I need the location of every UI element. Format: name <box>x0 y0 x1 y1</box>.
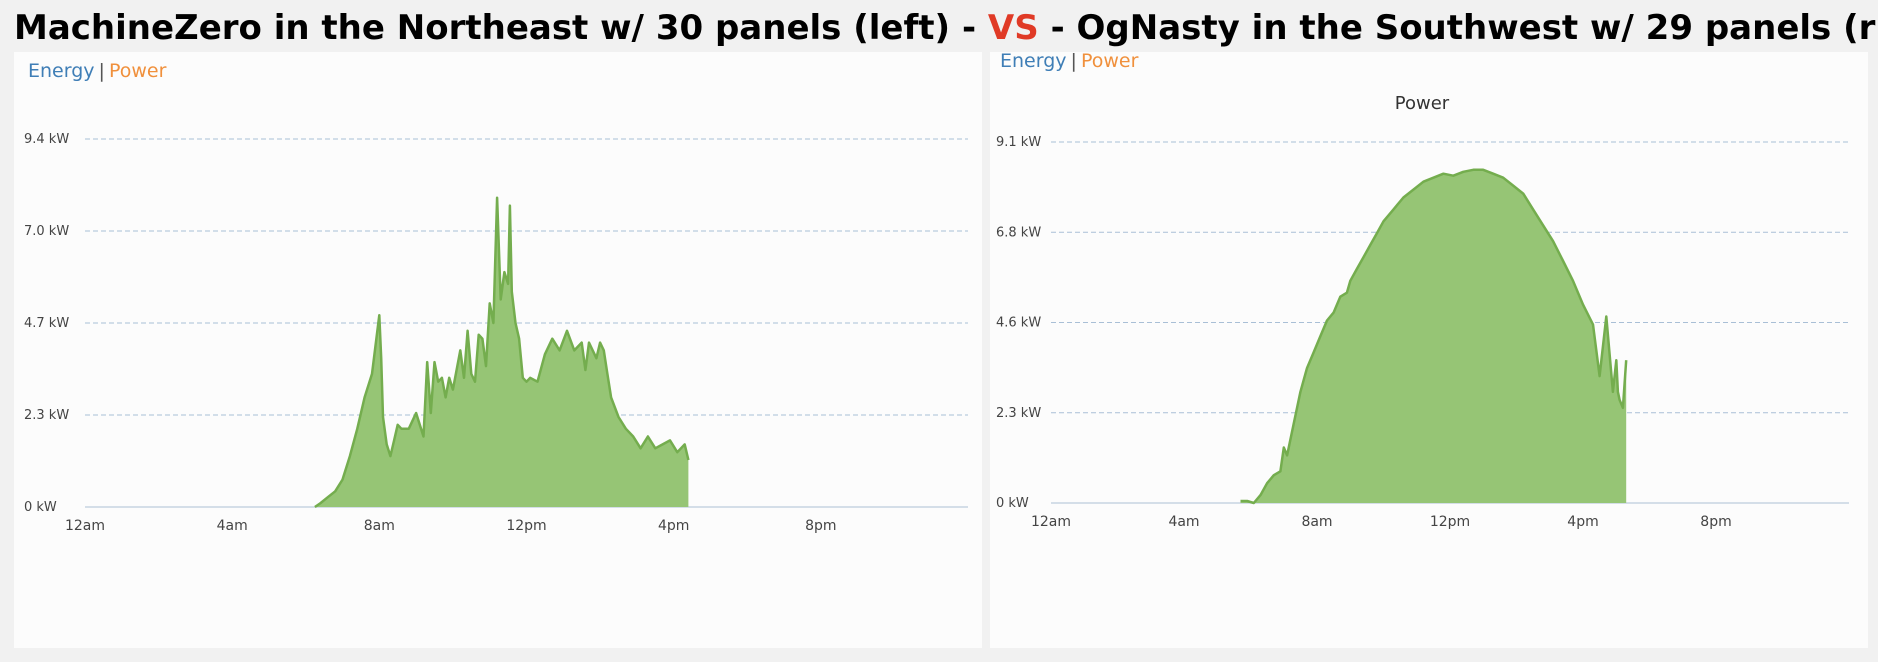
y-tick-label: 9.1 kW <box>996 135 1041 150</box>
headline-separator: - <box>961 8 977 48</box>
x-tick-label: 8am <box>1301 514 1332 530</box>
x-tick-label: 12am <box>65 518 105 534</box>
x-tick-label: 4am <box>217 518 248 534</box>
chart-panel-right: Energy | Power Power 0 kW 2.3 kW 4.6 kW 6.8 kW… <box>990 50 1868 648</box>
legend-energy-link[interactable]: Energy <box>1000 50 1067 72</box>
power-chart-left: 0 kW 2.3 kW 4.7 kW 7.0 kW 9.4 kW 12am 4am 8am 12… <box>24 132 968 534</box>
x-tick-label: 8pm <box>1700 514 1731 530</box>
x-tick-label: 12pm <box>506 518 546 534</box>
headline-vs: VS <box>987 8 1039 48</box>
x-tick-label: 12pm <box>1430 514 1470 530</box>
legend-energy-link[interactable]: Energy <box>28 60 95 82</box>
x-tick-label: 4pm <box>1567 514 1598 530</box>
headline: MachineZero in the Northeast w/ 30 panel… <box>14 6 1878 50</box>
x-tick-label: 8am <box>364 518 395 534</box>
headline-separator: - <box>1050 8 1065 48</box>
x-tick-label: 4am <box>1168 514 1199 530</box>
legend-power-link[interactable]: Power <box>1080 50 1139 72</box>
y-tick-label: 6.8 kW <box>996 225 1041 240</box>
y-tick-label: 2.3 kW <box>24 408 69 423</box>
chart-title: Power <box>1395 93 1450 114</box>
y-tick-label: 0 kW <box>24 500 57 515</box>
legend-power-link[interactable]: Power <box>108 60 167 82</box>
y-tick-label: 0 kW <box>996 496 1029 511</box>
power-area <box>1240 169 1627 504</box>
power-chart-right: Power 0 kW 2.3 kW 4.6 kW 6.8 kW 9.1 kW 12am 4am… <box>996 93 1849 530</box>
legend-separator: | <box>98 60 105 82</box>
power-line <box>1240 168 1628 505</box>
x-tick-label: 8pm <box>805 518 836 534</box>
legend: Energy | Power <box>1000 50 1138 72</box>
legend: Energy | Power <box>28 60 166 82</box>
x-tick-label: 12am <box>1031 514 1071 530</box>
legend-separator: | <box>1070 50 1077 72</box>
y-tick-label: 2.3 kW <box>996 406 1041 421</box>
x-tick-label: 4pm <box>658 518 689 534</box>
chart-panel-left: Energy | Power 0 kW 2.3 kW 4.7 kW 7.0 kW 9.4 k… <box>14 52 982 648</box>
y-tick-label: 4.7 kW <box>24 316 69 331</box>
headline-right-text: OgNasty in the Southwest w/ 29 panels (r… <box>1076 8 1878 48</box>
y-tick-label: 4.6 kW <box>996 316 1041 331</box>
power-area <box>314 197 689 507</box>
y-tick-label: 9.4 kW <box>24 132 69 147</box>
y-tick-label: 7.0 kW <box>24 224 69 239</box>
power-line <box>314 196 690 509</box>
headline-left-text: MachineZero in the Northeast w/ 30 panel… <box>14 8 951 48</box>
